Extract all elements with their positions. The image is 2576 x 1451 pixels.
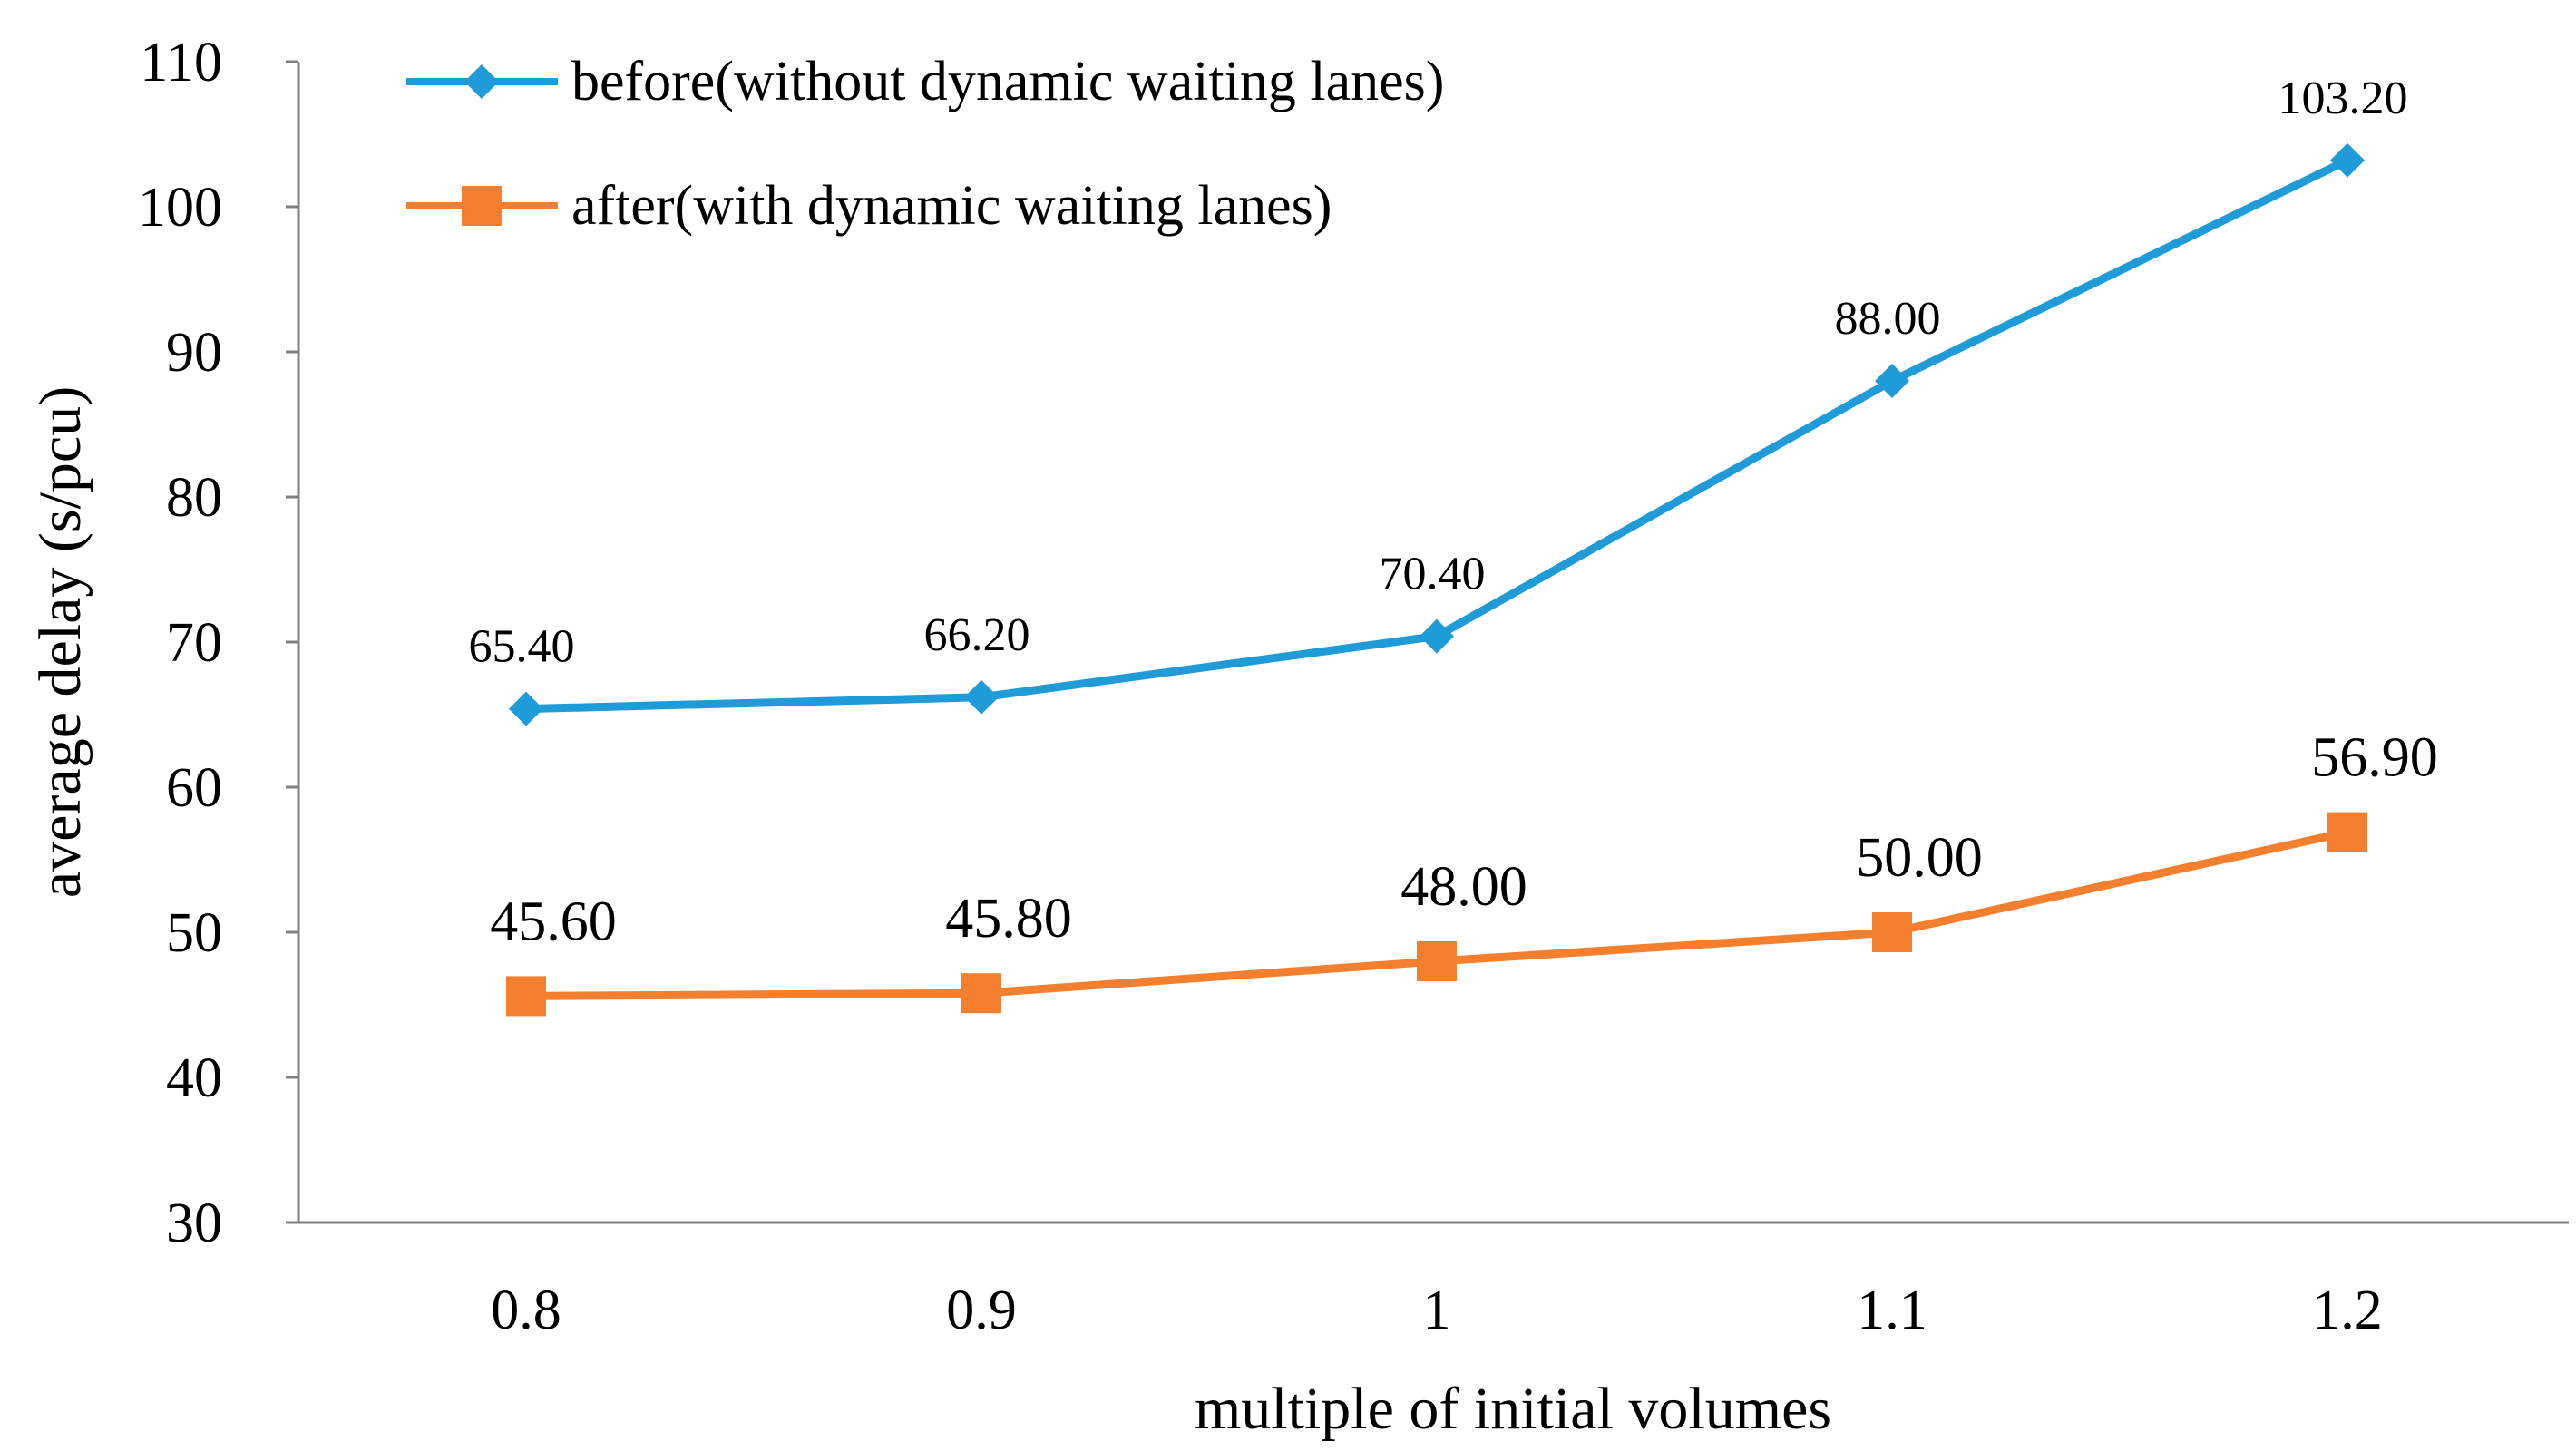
- y-tick-label: 80: [166, 467, 222, 529]
- y-tick-label: 70: [166, 612, 222, 674]
- data-point-after: [961, 973, 1001, 1014]
- legend-marker-before-diamond-icon: [464, 64, 499, 99]
- data-point-after: [2327, 812, 2367, 852]
- y-ticks: 30 40 50 60 70 80 90 100 110: [138, 32, 298, 1254]
- data-point-after: [506, 976, 546, 1017]
- data-point-before: [1420, 618, 1454, 654]
- y-axis-title: average delay (s/pcu): [27, 386, 93, 898]
- data-point-after: [1417, 941, 1457, 981]
- data-point-before: [964, 679, 999, 715]
- y-tick-label: 100: [138, 177, 222, 239]
- y-tick-label: 30: [166, 1193, 222, 1254]
- data-point-before: [509, 691, 543, 726]
- data-label-before: 88.00: [1835, 293, 1941, 345]
- data-label-after: 56.90: [2311, 727, 2438, 789]
- legend-label-before: before(without dynamic waiting lanes): [571, 51, 1444, 112]
- x-ticks: 0.8 0.9 1 1.1 1.2: [491, 1280, 2383, 1341]
- data-point-after: [1872, 912, 1912, 952]
- data-label-before: 65.40: [469, 621, 575, 673]
- x-tick-label: 1.1: [1857, 1280, 1927, 1341]
- y-tick-label: 40: [166, 1047, 222, 1109]
- x-tick-label: 0.8: [491, 1280, 561, 1341]
- legend-label-after: after(with dynamic waiting lanes): [571, 175, 1332, 237]
- series-group: 65.40 66.20 70.40 88.00 103.20 45.60 45.80 48.0…: [469, 73, 2438, 1017]
- legend: before(without dynamic waiting lanes) af…: [406, 51, 1444, 237]
- x-tick-label: 1.2: [2312, 1280, 2383, 1341]
- data-label-before: 103.20: [2278, 73, 2408, 124]
- data-point-before: [2330, 142, 2365, 178]
- data-label-before: 66.20: [924, 609, 1030, 661]
- data-label-after: 45.80: [945, 888, 1072, 949]
- x-axis-title: multiple of initial volumes: [1195, 1376, 1831, 1442]
- y-tick-label: 60: [166, 757, 222, 819]
- y-tick-label: 50: [166, 902, 222, 964]
- x-tick-label: 1: [1423, 1280, 1451, 1341]
- x-tick-label: 0.9: [946, 1280, 1017, 1341]
- y-tick-label: 110: [140, 32, 222, 93]
- data-point-before: [1875, 364, 1909, 398]
- data-label-after: 48.00: [1400, 856, 1527, 918]
- data-label-after: 50.00: [1856, 827, 1983, 889]
- y-tick-label: 90: [166, 322, 222, 384]
- data-label-after: 45.60: [490, 891, 617, 952]
- legend-marker-after-square-icon: [462, 186, 502, 226]
- data-label-before: 70.40: [1380, 549, 1486, 600]
